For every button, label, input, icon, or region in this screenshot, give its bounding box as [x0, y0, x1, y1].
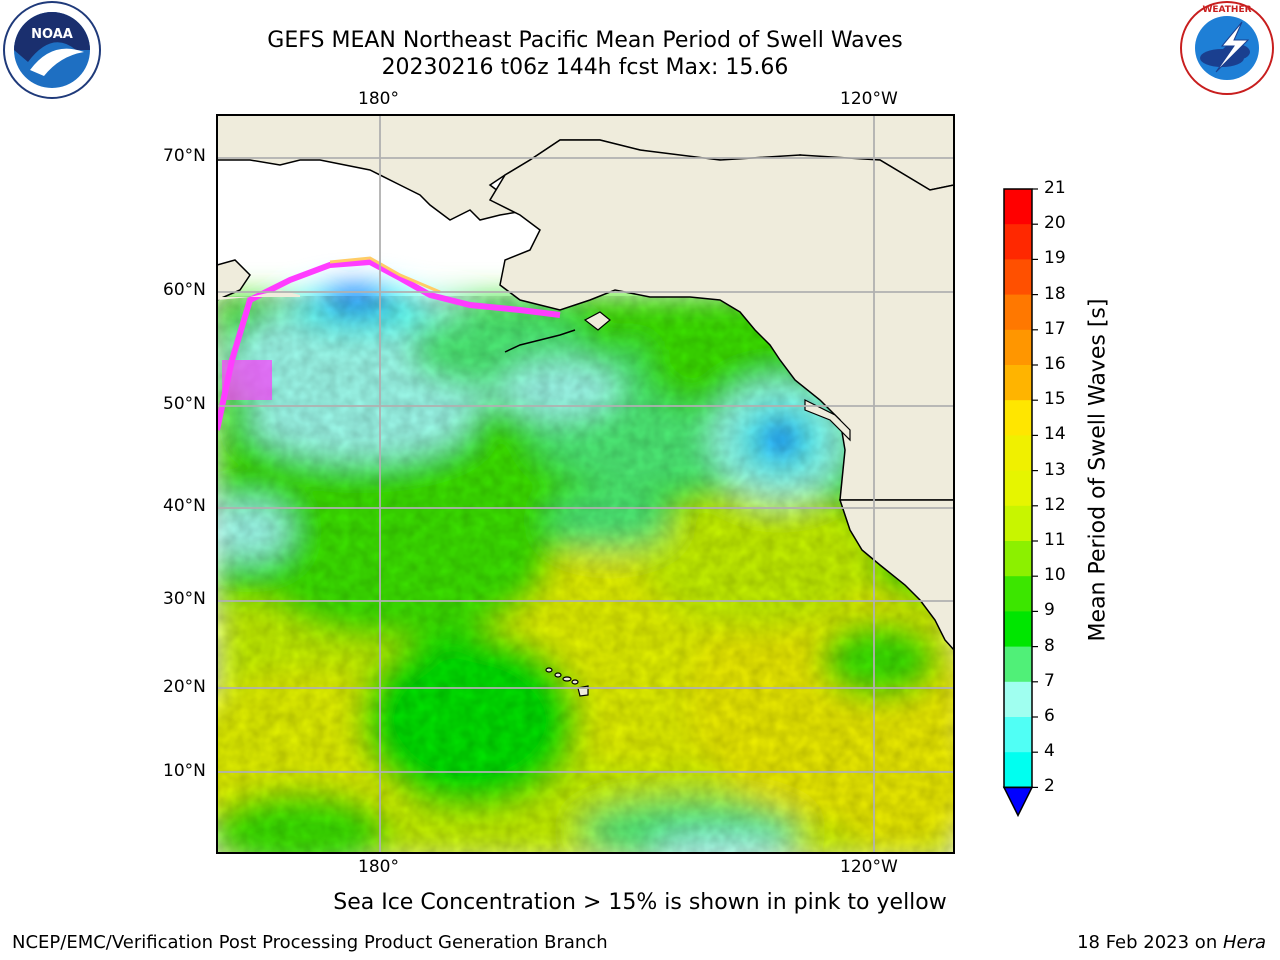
- colorbar-segment: [1004, 505, 1032, 542]
- colorbar-segment: [1004, 365, 1032, 401]
- lon-label-top-180: 180°: [358, 89, 399, 109]
- svg-text:NOAA: NOAA: [31, 27, 73, 42]
- footer-host: Hera: [1222, 932, 1266, 953]
- colorbar-tick-label: 17: [1044, 318, 1066, 339]
- colorbar-segment: [1004, 400, 1032, 436]
- colorbar-segment: [1004, 259, 1032, 296]
- colorbar-tick-label: 14: [1044, 424, 1066, 445]
- colorbar-tick-label: 7: [1044, 670, 1055, 691]
- lat-label-10n: 10°N: [163, 761, 206, 781]
- colorbar-segment: [1004, 541, 1032, 577]
- colorbar-tick-label: 9: [1044, 600, 1055, 621]
- colorbar-tick-label: 16: [1044, 354, 1066, 374]
- colorbar-segment: [1004, 752, 1032, 788]
- colorbar-label: Mean Period of Swell Waves [s]: [1085, 298, 1111, 642]
- colorbar-tick-label: 20: [1044, 213, 1066, 234]
- lat-label-50n: 50°N: [163, 394, 206, 414]
- colorbar-tick-label: 13: [1044, 459, 1066, 480]
- colorbar-tick-label: 8: [1044, 635, 1055, 656]
- colorbar-tick-label: 15: [1044, 389, 1066, 410]
- nws-logo: WEATHER: [1180, 1, 1274, 95]
- colorbar-tick-label: 6: [1044, 706, 1055, 726]
- colorbar-segment: [1004, 470, 1032, 507]
- colorbar-segment: [1004, 646, 1032, 683]
- colorbar-tick-label: 11: [1044, 530, 1066, 550]
- lon-label-bottom-180: 180°: [358, 857, 399, 877]
- lat-label-20n: 20°N: [163, 677, 206, 697]
- colorbar-tick-label: 19: [1044, 248, 1066, 269]
- colorbar-under-arrow: [1002, 786, 1034, 818]
- colorbar-segment: [1004, 576, 1032, 612]
- colorbar-segment: [1004, 717, 1032, 753]
- colorbar-tick-label: 18: [1044, 283, 1066, 304]
- graticule: [217, 115, 954, 853]
- lat-label-30n: 30°N: [163, 589, 206, 609]
- lat-label-70n: 70°N: [163, 146, 206, 166]
- colorbar-tick-label: 10: [1044, 565, 1066, 586]
- lon-label-top-120w: 120°W: [840, 89, 898, 109]
- colorbar-tick-label: 4: [1044, 741, 1055, 762]
- lat-label-60n: 60°N: [163, 280, 206, 300]
- noaa-logo: NOAA: [3, 1, 101, 99]
- colorbar-segment: [1004, 681, 1032, 718]
- colorbar-tick-label: 21: [1044, 178, 1066, 198]
- map-field: [217, 115, 954, 853]
- colorbar: [1002, 188, 1038, 818]
- svg-text:WEATHER: WEATHER: [1202, 5, 1251, 15]
- colorbar-segment: [1004, 189, 1032, 225]
- colorbar-tick-label: 12: [1044, 494, 1066, 515]
- sea-ice-caption: Sea Ice Concentration > 15% is shown in …: [333, 890, 947, 915]
- footer-date-text: 18 Feb 2023 on: [1077, 932, 1223, 953]
- colorbar-frame: [1003, 188, 1033, 789]
- footer-credit: NCEP/EMC/Verification Post Processing Pr…: [12, 932, 608, 953]
- colorbar-tick-label: 2: [1044, 776, 1055, 797]
- colorbar-segment: [1004, 224, 1032, 260]
- footer-date: 18 Feb 2023 on Hera: [1077, 932, 1266, 953]
- colorbar-segment: [1004, 611, 1032, 648]
- map-title: GEFS MEAN Northeast Pacific Mean Period …: [267, 28, 903, 53]
- colorbar-segment: [1004, 294, 1032, 331]
- map-subtitle: 20230216 t06z 144h fcst Max: 15.66: [381, 55, 789, 80]
- map-frame: [216, 114, 955, 854]
- lon-label-bottom-120w: 120°W: [840, 857, 898, 877]
- lat-label-40n: 40°N: [163, 496, 206, 516]
- colorbar-segment: [1004, 435, 1032, 472]
- colorbar-segment: [1004, 329, 1032, 366]
